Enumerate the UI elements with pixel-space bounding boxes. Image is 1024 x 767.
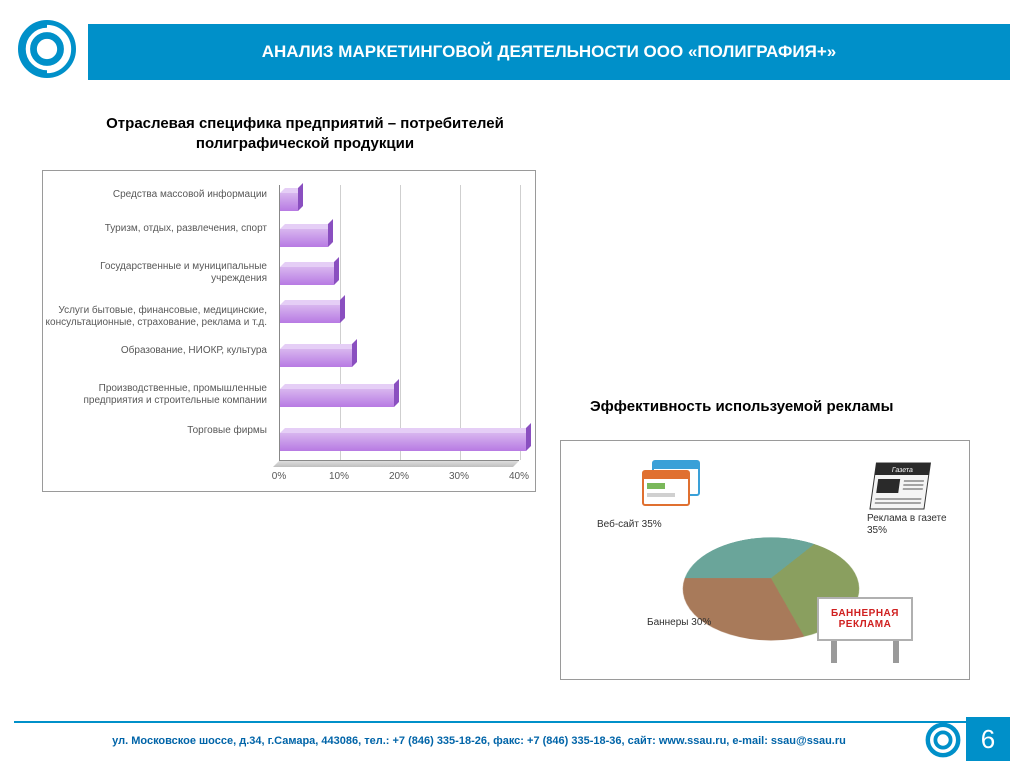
footer-divider (14, 721, 1010, 723)
bar (280, 267, 334, 285)
page-title: АНАЛИЗ МАРКЕТИНГОВОЙ ДЕЯТЕЛЬНОСТИ ООО «П… (262, 41, 836, 64)
category-label: Производственные, промышленные предприят… (43, 383, 267, 406)
x-tick: 20% (389, 471, 409, 482)
category-label: Услуги бытовые, финансовые, медицинские,… (43, 305, 267, 328)
footer-logo-icon (924, 721, 962, 759)
bar (280, 433, 526, 451)
pie-slice-label: Реклама в газете35% (867, 513, 957, 537)
category-label: Туризм, отдых, развлечения, спорт (43, 223, 267, 235)
bar (280, 193, 298, 211)
bar-chart-title: Отраслевая специфика предприятий – потре… (70, 114, 540, 155)
brand-logo-icon (18, 20, 76, 78)
category-label: Средства массовой информации (43, 189, 267, 201)
x-tick: 0% (272, 471, 286, 482)
bar (280, 349, 352, 367)
footer-contact: ул. Московское шоссе, д.34, г.Самара, 44… (14, 735, 944, 747)
page-number: 6 (966, 717, 1010, 761)
pie-slice-label: Веб-сайт 35% (597, 519, 662, 531)
category-label: Государственные и муниципальные учрежден… (43, 261, 267, 284)
x-tick: 40% (509, 471, 529, 482)
title-bar: АНАЛИЗ МАРКЕТИНГОВОЙ ДЕЯТЕЛЬНОСТИ ООО «П… (88, 24, 1010, 80)
bar (280, 305, 340, 323)
bar (280, 389, 394, 407)
category-label: Торговые фирмы (43, 425, 267, 437)
pie-chart-title: Эффективность используемой рекламы (590, 398, 960, 415)
category-label: Образование, НИОКР, культура (43, 345, 267, 357)
bar-chart: Средства массовой информации Туризм, отды… (42, 170, 536, 492)
svg-text:Газета: Газета (891, 467, 913, 474)
newspaper-icon: Газета (867, 459, 939, 515)
pie-chart: Газета Веб-сайт 35% Реклама в газете35% Ба… (560, 440, 970, 680)
website-icon (637, 459, 707, 511)
billboard-icon: БАННЕРНАЯ РЕКЛАМА (817, 597, 913, 663)
bar (280, 229, 328, 247)
pie-slice-label: Баннеры 30% (647, 617, 711, 629)
x-tick: 30% (449, 471, 469, 482)
x-tick: 10% (329, 471, 349, 482)
